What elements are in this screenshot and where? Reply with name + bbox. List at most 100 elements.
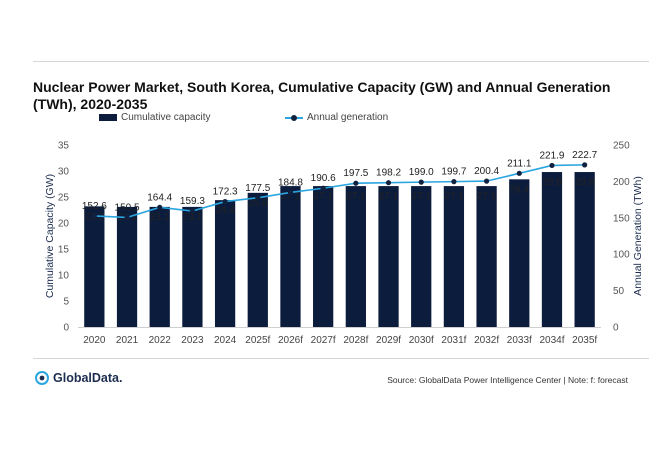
generation-marker (451, 179, 457, 185)
legend-line-swatch (285, 113, 303, 123)
capacity-bar (443, 186, 465, 327)
capacity-data-label: 23.1 (150, 212, 170, 223)
generation-data-label: 184.8 (278, 177, 303, 188)
x-tick-label: 2029f (376, 335, 401, 346)
capacity-data-label: 27.1 (379, 191, 399, 202)
generation-data-label: 152.6 (82, 201, 107, 212)
generation-marker (483, 178, 490, 184)
generation-data-label: 150.5 (115, 202, 140, 213)
generation-marker (189, 208, 196, 214)
legend-item-generation: Annual generation (285, 112, 388, 123)
generation-marker (353, 180, 359, 186)
capacity-data-label: 27.1 (477, 191, 497, 202)
x-tick-label: 2027f (311, 335, 336, 346)
capacity-bar (313, 186, 334, 327)
capacity-data-label: 23.1 (183, 212, 203, 223)
capacity-bar (149, 206, 170, 327)
generation-marker (582, 162, 588, 168)
generation-data-label: 199.0 (409, 167, 434, 178)
generation-data-label: 172.3 (213, 187, 238, 198)
generation-marker (549, 162, 555, 169)
x-tick-label: 2034f (539, 335, 564, 346)
capacity-data-label: 28.4 (510, 184, 530, 195)
x-tick-label: 2028f (343, 335, 368, 346)
x-tick-label: 2022 (149, 335, 172, 346)
generation-marker (320, 185, 326, 191)
generation-data-label: 159.3 (180, 196, 205, 207)
generation-marker (255, 195, 261, 201)
y-left-tick-label: 35 (58, 141, 70, 152)
x-tick-label: 2025f (245, 335, 270, 346)
globaldata-logo-icon (35, 371, 49, 385)
generation-marker (418, 179, 424, 185)
capacity-bar (378, 186, 399, 327)
generation-line (94, 164, 585, 219)
capacity-bar (476, 186, 497, 327)
generation-data-label: 190.6 (311, 173, 336, 184)
x-tick-label: 2020 (83, 335, 106, 346)
y-right-tick-label: 200 (613, 177, 630, 188)
capacity-data-label: 27.1 (346, 191, 366, 202)
y-left-tick-label: 30 (58, 167, 70, 178)
capacity-bar (247, 192, 268, 327)
capacity-data-label: 25.8 (248, 198, 268, 209)
capacity-data-label: 27.1 (411, 191, 431, 202)
capacity-bar (84, 206, 105, 327)
generation-data-label: 177.5 (245, 183, 270, 194)
capacity-data-label: 27.1 (313, 191, 333, 202)
capacity-bar (574, 172, 595, 327)
chart-title: Nuclear Power Market, South Korea, Cumul… (33, 79, 611, 112)
legend-generation-label: Annual generation (307, 112, 389, 123)
globaldata-logo: GlobalData. (35, 371, 122, 385)
generation-data-label: 199.7 (441, 167, 466, 178)
capacity-data-label: 27.1 (281, 191, 301, 202)
generation-data-label: 211.1 (507, 158, 532, 169)
y-right-tick-label: 250 (613, 141, 630, 152)
capacity-bar (541, 172, 563, 327)
y-right-tick-label: 150 (613, 213, 630, 224)
generation-marker (287, 189, 294, 196)
generation-data-label: 164.4 (147, 192, 172, 203)
x-tick-label: 2026f (278, 335, 303, 346)
generation-marker (157, 204, 163, 210)
top-divider (33, 61, 649, 62)
x-tick-label: 2024 (214, 335, 237, 346)
y-right-tick-label: 50 (613, 286, 625, 297)
y-left-tick-label: 25 (58, 193, 70, 204)
x-tick-label: 2035f (572, 335, 597, 346)
generation-marker (91, 213, 97, 219)
generation-data-label: 221.9 (539, 150, 564, 161)
y-right-tick-label: 0 (613, 323, 619, 334)
y-left-tick-label: 5 (63, 297, 69, 308)
capacity-bar (411, 186, 432, 327)
y-left-tick-label: 10 (58, 271, 70, 282)
capacity-data-label: 29.8 (575, 177, 595, 188)
generation-marker (385, 180, 392, 186)
y-left-tick-label: 0 (63, 323, 69, 334)
generation-data-label: 200.4 (474, 166, 499, 177)
generation-marker (222, 198, 228, 205)
source-note: Source: GlobalData Power Intelligence Ce… (387, 375, 628, 385)
capacity-data-label: 24.4 (215, 205, 235, 216)
y-left-tick-label: 20 (58, 219, 70, 230)
capacity-data-label: 29.8 (542, 177, 562, 188)
generation-marker (124, 214, 130, 221)
capacity-bar (182, 206, 203, 327)
x-tick-label: 2021 (116, 335, 139, 346)
y-right-axis-title: Annual Generation (TWh) (632, 176, 644, 296)
logo-text: GlobalData. (53, 371, 123, 385)
x-tick-label: 2033f (507, 335, 532, 346)
capacity-bar (509, 179, 530, 327)
capacity-bar (280, 186, 301, 327)
y-left-tick-label: 15 (58, 245, 70, 256)
capacity-data-label: 27.1 (444, 191, 464, 202)
generation-data-label: 198.2 (376, 168, 401, 179)
capacity-bar (116, 206, 138, 327)
y-right-tick-label: 100 (613, 250, 630, 261)
generation-marker (516, 170, 522, 176)
y-left-axis-title: Cumulative Capacity (GW) (44, 174, 56, 298)
legend-capacity-label: Cumulative capacity (121, 112, 211, 123)
legend-bar-swatch (99, 114, 117, 121)
x-tick-label: 2023 (181, 335, 204, 346)
